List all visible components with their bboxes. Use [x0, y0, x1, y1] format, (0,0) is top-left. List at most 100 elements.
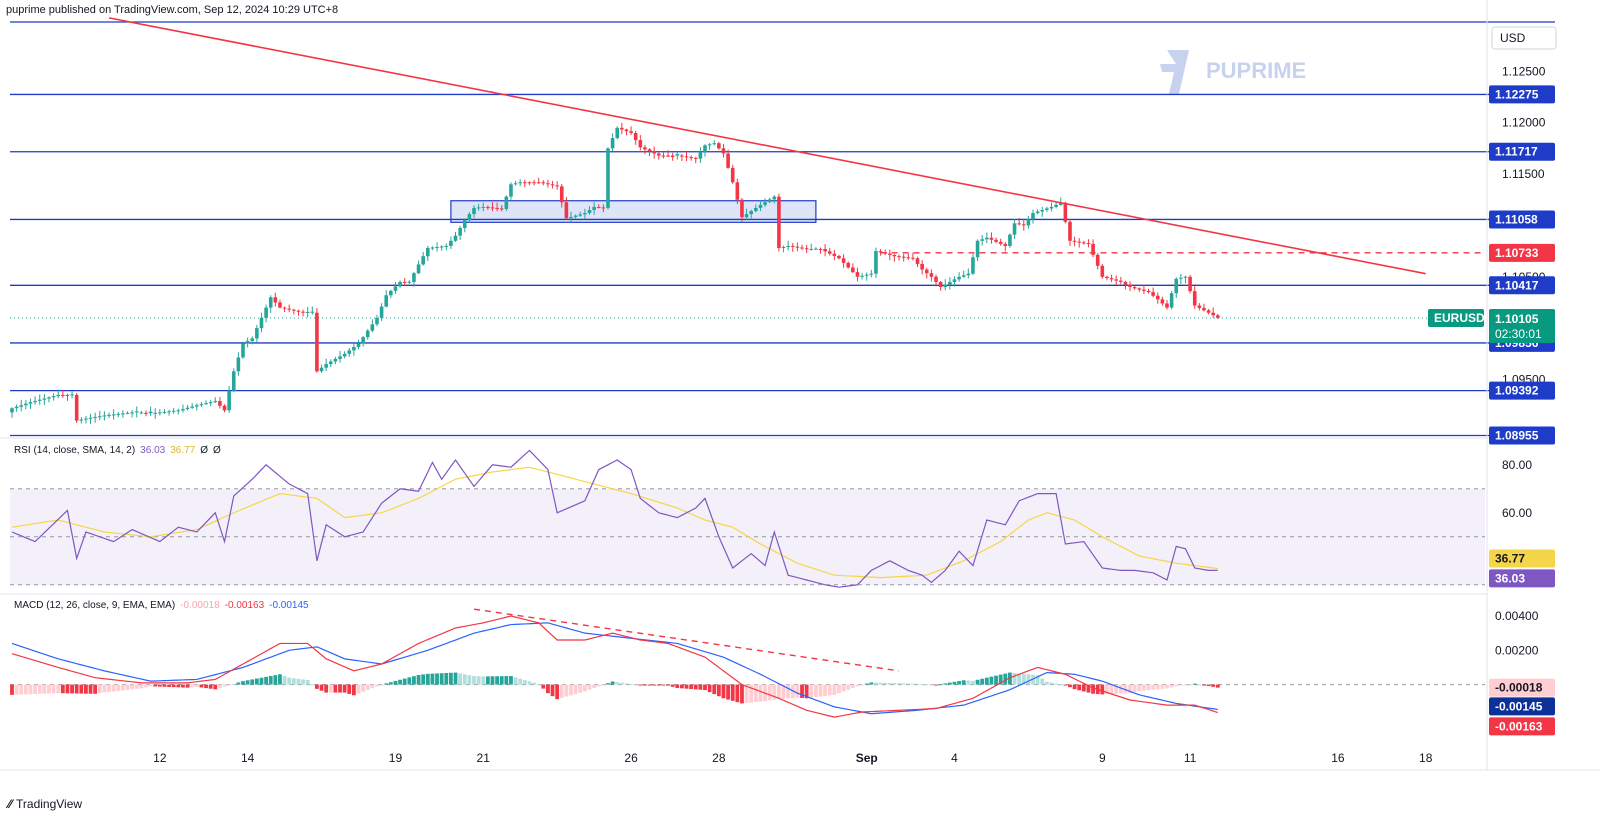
rsi-ma-value-label-text: 36.77 [1495, 552, 1525, 566]
macd-histogram-bar [957, 681, 961, 685]
candle [911, 252, 915, 261]
candle-body [342, 353, 347, 357]
macd-histogram-bar [1068, 684, 1072, 688]
macd-histogram-bar [610, 681, 615, 685]
chart-canvas[interactable]: PUPRIME RSI (14, close, SMA, 14, 2) 36.03… [0, 0, 1600, 790]
level-price-label-text: 1.12275 [1495, 87, 1539, 101]
candle-body [777, 196, 781, 249]
macd-histogram-bar [869, 682, 874, 685]
price-tick-label: 1.12000 [1502, 116, 1546, 130]
candle [305, 307, 310, 318]
macd-histogram-bar [1118, 684, 1123, 694]
candle-body [458, 227, 462, 236]
macd-histogram-bar [402, 678, 407, 685]
macd-histogram-bar [1132, 684, 1137, 693]
candle [268, 295, 273, 313]
candle-body [860, 275, 864, 277]
macd-histogram-bar [278, 674, 282, 685]
candle [10, 407, 14, 418]
candle [675, 152, 680, 160]
candle-body [158, 412, 162, 414]
candle-body [79, 419, 84, 421]
candle-body [735, 182, 740, 200]
candle [971, 253, 975, 275]
candle-body [587, 209, 592, 214]
macd-histogram-bar [684, 684, 689, 689]
candle-body [527, 182, 532, 184]
macd-histogram-bar [42, 684, 47, 694]
candle [1179, 274, 1183, 285]
candle-body [204, 403, 208, 405]
macd-histogram-bar [578, 684, 583, 693]
macd-tick-label: 0.00400 [1495, 609, 1539, 623]
candle [573, 214, 578, 219]
candle-body [213, 401, 218, 403]
candle [97, 410, 102, 421]
candle [795, 242, 800, 252]
macd-histogram-bar [906, 683, 911, 685]
candle-body [790, 245, 795, 247]
macd-histogram-bar [670, 684, 675, 687]
macd-histogram-bar [125, 684, 130, 690]
candle [546, 179, 550, 188]
candle [1035, 209, 1040, 215]
macd-histogram-bar [467, 675, 472, 685]
macd-histogram-bar [194, 684, 199, 687]
candle-body [1132, 287, 1137, 289]
candle-body [680, 155, 684, 157]
currency-selector[interactable]: USD [1491, 26, 1557, 50]
candle-body [1095, 254, 1100, 266]
macd-histogram-bar [619, 682, 624, 685]
candle-body [841, 258, 846, 263]
candle [800, 244, 804, 250]
candle [1206, 308, 1211, 315]
date-tick-label: 19 [389, 751, 403, 765]
currency-label: USD [1500, 31, 1526, 45]
candle [559, 183, 564, 208]
candle-body [402, 281, 407, 283]
candle [231, 368, 236, 392]
candle-body [1188, 276, 1192, 292]
macd-histogram-bar [1155, 684, 1160, 690]
macd-histogram-bar [767, 684, 772, 701]
candle-body [28, 402, 33, 404]
candle [199, 401, 204, 407]
macd-histogram-bar [130, 684, 135, 690]
macd-histogram-bar [388, 682, 393, 685]
candle-body [509, 184, 513, 197]
candle [754, 204, 758, 213]
candle-body [264, 307, 268, 318]
candle [892, 254, 897, 262]
candle [241, 341, 245, 359]
candle-body [657, 153, 661, 156]
macd-histogram-bar [592, 684, 597, 689]
tradingview-logo[interactable]: ⁄⁄ TradingView [8, 797, 82, 811]
candle [153, 408, 158, 419]
macd-histogram-bar [1003, 673, 1008, 685]
candle [596, 204, 601, 209]
candle-body [185, 407, 190, 410]
candle [1058, 197, 1063, 206]
macd-histogram-bar [1128, 684, 1132, 694]
symbol-label-bg [1428, 309, 1484, 327]
candle [883, 249, 887, 256]
macd-dashed-trendline [473, 608, 900, 672]
candle-body [689, 157, 693, 159]
candle-body [231, 371, 236, 391]
candle [273, 292, 278, 307]
candle [462, 218, 467, 233]
candle-body [897, 256, 901, 258]
candle-body [1146, 290, 1151, 293]
candle [1123, 280, 1128, 290]
macd-histogram-bar [1146, 684, 1151, 691]
candle-body [218, 401, 222, 406]
candle-body [1054, 204, 1058, 207]
candle [116, 411, 121, 418]
candle-body [208, 402, 213, 404]
macd-histogram-bar [296, 678, 301, 685]
dashed-level-price-label: 1.10733 [1489, 243, 1555, 262]
candle-body [643, 147, 647, 150]
macd-histogram-bar [661, 684, 666, 686]
candle-body [88, 417, 93, 419]
